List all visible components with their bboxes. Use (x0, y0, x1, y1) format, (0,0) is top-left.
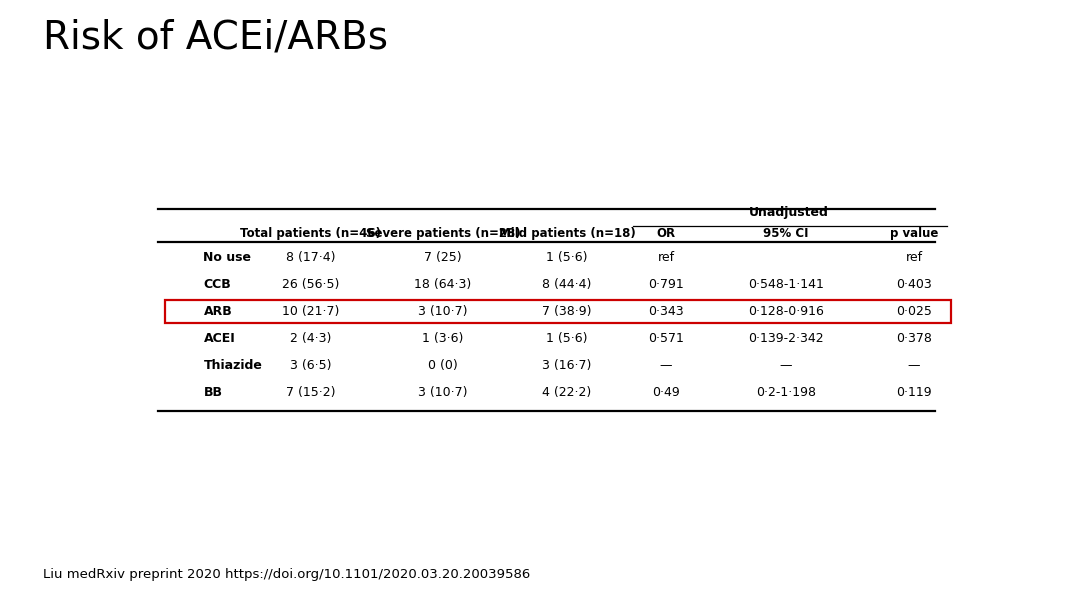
Text: Risk of ACEi/ARBs: Risk of ACEi/ARBs (43, 18, 388, 56)
Text: 7 (38·9): 7 (38·9) (543, 305, 592, 318)
Text: Unadjusted: Unadjusted (748, 206, 828, 219)
Text: 8 (17·4): 8 (17·4) (286, 251, 336, 264)
Text: 7 (15·2): 7 (15·2) (286, 386, 336, 399)
Text: 18 (64·3): 18 (64·3) (415, 278, 471, 291)
Text: 0·403: 0·403 (897, 278, 932, 291)
Text: 0·343: 0·343 (648, 305, 684, 318)
Text: BB: BB (204, 386, 223, 399)
Text: —: — (779, 359, 792, 371)
Text: —: — (908, 359, 920, 371)
Text: 1 (3·6): 1 (3·6) (422, 332, 464, 345)
Text: 3 (10·7): 3 (10·7) (418, 305, 468, 318)
Text: 26 (56·5): 26 (56·5) (282, 278, 340, 291)
Text: 0·139-2·342: 0·139-2·342 (748, 332, 824, 345)
Text: Liu medRxiv preprint 2020 https://doi.org/10.1101/2020.03.20.20039586: Liu medRxiv preprint 2020 https://doi.or… (43, 568, 530, 581)
Text: 10 (21·7): 10 (21·7) (282, 305, 340, 318)
Text: 2 (4·3): 2 (4·3) (290, 332, 332, 345)
Text: 3 (6·5): 3 (6·5) (290, 359, 332, 371)
Text: 4 (22·2): 4 (22·2) (543, 386, 592, 399)
Text: ref: ref (658, 251, 675, 264)
Text: Total patients (n=46): Total patients (n=46) (240, 227, 382, 240)
Text: 3 (16·7): 3 (16·7) (543, 359, 592, 371)
Text: ACEI: ACEI (204, 332, 236, 345)
Text: 8 (44·4): 8 (44·4) (543, 278, 592, 291)
Text: 0·2-1·198: 0·2-1·198 (756, 386, 815, 399)
Text: No use: No use (204, 251, 252, 264)
Text: 0·119: 0·119 (897, 386, 932, 399)
Text: Mild patients (n=18): Mild patients (n=18) (499, 227, 635, 240)
Text: ARB: ARB (204, 305, 232, 318)
Text: Thiazide: Thiazide (204, 359, 262, 371)
Text: 0·571: 0·571 (648, 332, 684, 345)
Text: OR: OR (657, 227, 676, 240)
Text: CCB: CCB (204, 278, 231, 291)
Text: 7 (25): 7 (25) (424, 251, 462, 264)
Text: 0·49: 0·49 (652, 386, 680, 399)
Text: 0·378: 0·378 (897, 332, 932, 345)
Text: 3 (10·7): 3 (10·7) (418, 386, 468, 399)
Text: 0·791: 0·791 (648, 278, 684, 291)
Text: —: — (660, 359, 673, 371)
Text: 95% CI: 95% CI (763, 227, 809, 240)
Text: ref: ref (905, 251, 922, 264)
Text: 1 (5·6): 1 (5·6) (546, 251, 587, 264)
Text: 0 (0): 0 (0) (429, 359, 458, 371)
Text: p value: p value (890, 227, 938, 240)
Text: Severe patients (n=28): Severe patients (n=28) (366, 227, 520, 240)
Text: 0·025: 0·025 (897, 305, 932, 318)
Text: 0·128-0·916: 0·128-0·916 (748, 305, 824, 318)
Text: 1 (5·6): 1 (5·6) (546, 332, 587, 345)
Text: 0·548-1·141: 0·548-1·141 (748, 278, 824, 291)
